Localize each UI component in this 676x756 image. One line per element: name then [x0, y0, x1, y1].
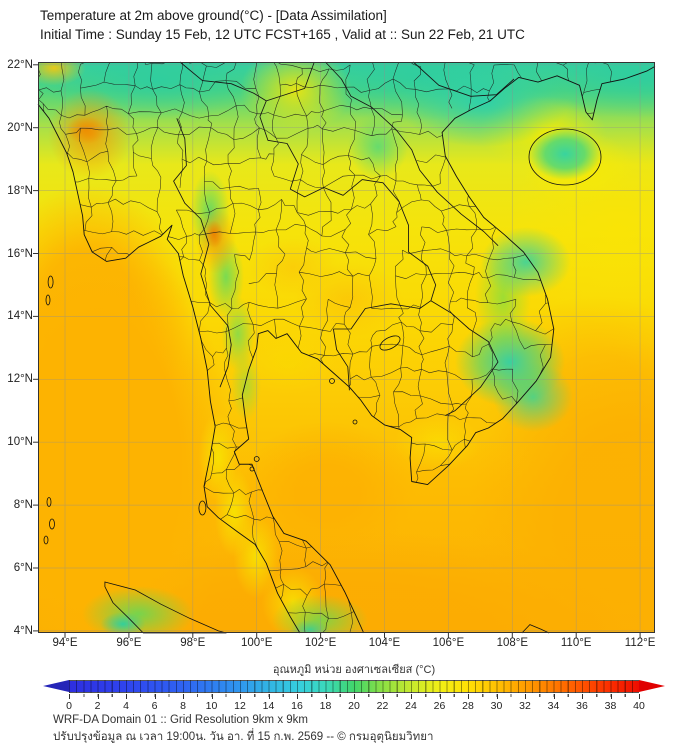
- footer-update-info: ปรับปรุงข้อมูล ณ เวลา 19:00น. วัน อา. ที…: [53, 731, 434, 743]
- axis-ticks: [33, 64, 641, 638]
- colorbar-tick: [382, 694, 384, 699]
- colorbar-tick: [126, 694, 127, 699]
- colorbar-tick-value: 6: [151, 700, 158, 712]
- lat-label: 14°N: [7, 310, 33, 323]
- colorbar-tick: [411, 694, 412, 699]
- hainan-island: [528, 128, 602, 186]
- lat-label: 18°N: [7, 184, 33, 197]
- lon-label: 104°E: [368, 637, 401, 649]
- colorbar-tick-value: 18: [319, 700, 332, 712]
- province-boundaries: [38, 62, 655, 633]
- colorbar-tick-value: 40: [633, 700, 645, 712]
- colorbar-tick: [553, 694, 555, 699]
- borneo-tip-coast: [521, 624, 550, 634]
- colorbar-tick-value: 38: [604, 700, 617, 712]
- colorbar-tick: [211, 694, 213, 699]
- lat-label: 10°N: [7, 436, 33, 449]
- colorbar-tick-value: 8: [180, 700, 186, 712]
- lat-label: 8°N: [13, 499, 33, 512]
- colorbar-tick: [439, 694, 441, 699]
- colorbar-tick: [354, 694, 355, 699]
- colorbar-tick: [525, 694, 526, 699]
- coastline: [37, 66, 656, 634]
- colorbar-tick-value: 32: [519, 700, 531, 712]
- colorbar-tick: [240, 694, 241, 699]
- plot-frame: [38, 62, 655, 633]
- lat-label: 4°N: [13, 624, 33, 637]
- footer: WRF-DA Domain 01 :: Grid Resolution 9km …: [53, 712, 433, 746]
- colorbar-tick: [610, 694, 612, 699]
- colorbar-tick-value: 30: [490, 700, 503, 712]
- colorbar-tick: [639, 694, 640, 699]
- tonle-sap-lake: [379, 335, 401, 351]
- colorbar-tick: [297, 694, 298, 699]
- colorbar-overflow-arrow: [639, 680, 665, 692]
- page-subtitle: Initial Time : Sunday 15 Feb, 12 UTC FCS…: [40, 27, 525, 42]
- temperature-shading-layer: [38, 62, 655, 633]
- lon-label: 94°E: [52, 637, 78, 649]
- islands-and-lakes: [43, 128, 602, 634]
- colorbar-tick-value: 34: [547, 700, 560, 712]
- lat-label: 22°N: [7, 58, 33, 71]
- colorbar-tick: [69, 694, 70, 699]
- map-plot-area: 22°N 20°N 18°N 16°N 14°N 12°N 10°N 8°N 6°N 4°N 94…: [7, 59, 656, 649]
- sumatra-coast: [104, 581, 227, 634]
- lon-label: 100°E: [240, 637, 273, 649]
- page-title: Temperature at 2m above ground(°C) - [Da…: [40, 8, 387, 23]
- lat-label: 12°N: [7, 373, 33, 386]
- colorbar-tick: [97, 694, 99, 699]
- graticule-gridlines: [38, 62, 655, 633]
- lon-label: 110°E: [560, 637, 592, 649]
- lon-label: 106°E: [432, 637, 465, 649]
- map-overlay-svg: [33, 61, 656, 638]
- colorbar-tick-value: 12: [234, 700, 246, 712]
- lon-label: 108°E: [496, 637, 529, 649]
- colorbar-tick: [582, 694, 583, 699]
- colorbar-tick-value: 16: [291, 700, 303, 712]
- colorbar-tick-value: 24: [405, 700, 417, 712]
- colorbar-tick-value: 20: [348, 700, 360, 712]
- colorbar-tick: [268, 694, 270, 699]
- colorbar-tick: [468, 694, 469, 699]
- colorbar-tick-value: 14: [262, 700, 275, 712]
- colorbar-tick-value: 22: [376, 700, 389, 712]
- colorbar-tick-value: 10: [205, 700, 218, 712]
- colorbar-tick: [496, 694, 498, 699]
- colorbar-gradient: [69, 680, 639, 693]
- colorbar-title: อุณหภูมิ หน่วย องศาเซลเซียส (°C): [272, 664, 436, 676]
- colorbar-tick: [154, 694, 156, 699]
- lon-label: 102°E: [304, 637, 337, 649]
- colorbar-tick: [183, 694, 184, 699]
- phuket-island: [198, 500, 207, 516]
- lat-label: 20°N: [7, 121, 33, 134]
- colorbar-tick-value: 28: [462, 700, 474, 712]
- lon-label: 96°E: [116, 637, 142, 649]
- lat-label: 16°N: [7, 247, 33, 260]
- colorbar-tick-value: 4: [123, 700, 129, 712]
- colorbar-underflow-arrow: [43, 680, 69, 692]
- colorbar-tick-value: 36: [576, 700, 588, 712]
- colorbar: 0 2 4 6 8 10 12 14 16 18 20 22 24 26 28 30 32 34 36 38 40: [43, 680, 665, 712]
- lat-label: 6°N: [13, 562, 33, 574]
- colorbar-tick-value: 0: [66, 700, 72, 712]
- footer-domain-info: WRF-DA Domain 01 :: Grid Resolution 9km …: [53, 714, 308, 726]
- colorbar-tick-value: 2: [94, 700, 101, 712]
- lon-label: 98°E: [180, 637, 206, 649]
- header: Temperature at 2m above ground(°C) - [Da…: [40, 6, 525, 44]
- colorbar-tick: [325, 694, 327, 699]
- colorbar-tick-value: 26: [433, 700, 446, 712]
- colorbar-segment-lines: [69, 680, 639, 693]
- lon-label: 112°E: [624, 637, 656, 649]
- country-borders: [173, 61, 515, 416]
